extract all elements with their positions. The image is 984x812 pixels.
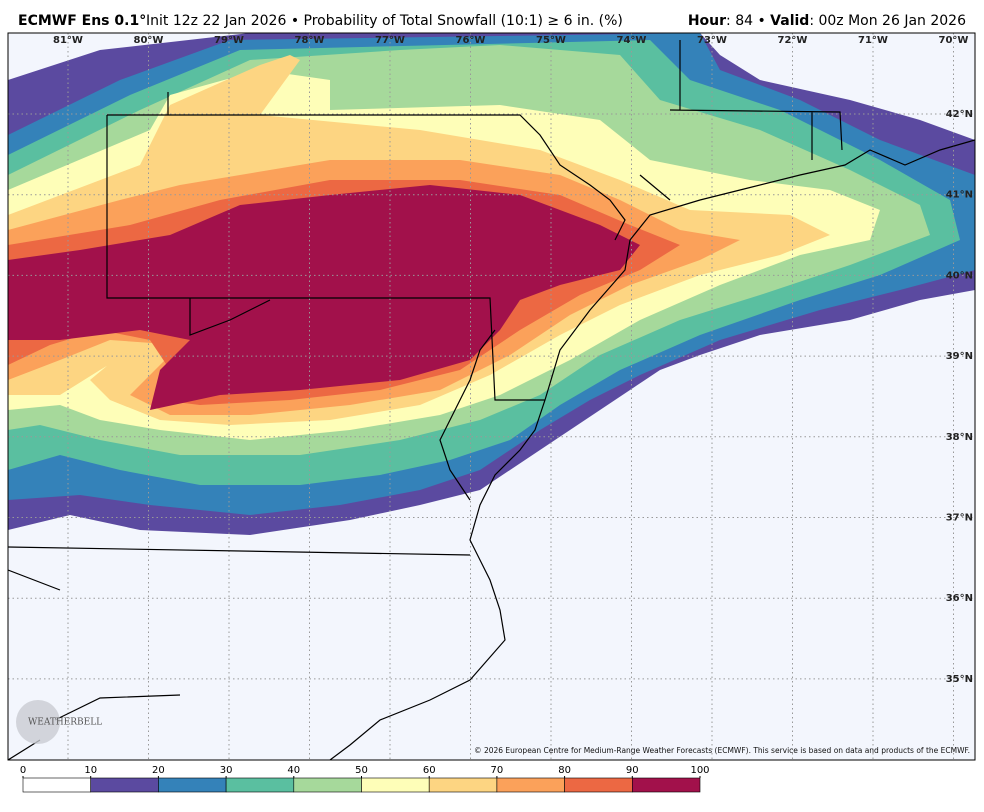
color-bin (158, 777, 227, 793)
color-bin (428, 777, 498, 793)
chesapeake (439, 329, 496, 501)
longitude-label: 73°W (697, 35, 727, 46)
copyright: © 2026 European Centre for Medium-Range … (474, 746, 970, 755)
longitude-labels: 81°W 80°W 79°W 78°W 77°W 76°W 75°W 74°W 73°W 72°W… (53, 35, 968, 46)
borders (8, 40, 975, 760)
longitude-label: 79°W (214, 35, 244, 46)
map-frame (7, 32, 976, 761)
state-borders (8, 40, 843, 760)
colorbar-label: 80 (558, 765, 571, 776)
color-bin (496, 777, 565, 793)
colorbar-label: 10 (84, 765, 97, 776)
latitude-label: 37°N (946, 513, 973, 524)
longitude-label: 70°W (939, 35, 969, 46)
color-bin (22, 777, 91, 793)
valid-value: : 00z Mon 26 Jan 2026 (809, 13, 966, 29)
latitude-label: 42°N (946, 109, 973, 120)
colorbar-label: 0 (20, 765, 26, 776)
model-name: ECMWF Ens 0.1° (18, 13, 146, 29)
snow-bands (8, 33, 975, 535)
longitude-label: 81°W (53, 35, 83, 46)
colorbar-label: 70 (491, 765, 504, 776)
color-bin (631, 777, 701, 793)
graticule (8, 33, 975, 760)
longitude-label: 71°W (858, 35, 888, 46)
longitude-label: 77°W (375, 35, 405, 46)
colorbar-label: 100 (690, 765, 709, 776)
color-bin (90, 777, 159, 793)
latitude-label: 35°N (946, 674, 973, 685)
longitude-label: 80°W (134, 35, 164, 46)
color-bin (361, 777, 430, 793)
latitude-labels: 42°N 41°N 40°N 39°N 38°N 37°N 36°N 35°N (946, 109, 973, 685)
longitude-label: 75°W (536, 35, 566, 46)
colorbar-label: 30 (220, 765, 233, 776)
valid-info: Hour: 84 • Valid: 00z Mon 26 Jan 2026 (688, 13, 966, 29)
longitude-label: 76°W (456, 35, 486, 46)
hour-value: : 84 • (726, 13, 770, 29)
latitude-label: 40°N (946, 270, 973, 281)
color-bin (564, 777, 633, 793)
colorbar-label: 60 (423, 765, 436, 776)
logo: WEATHERBELL (16, 700, 102, 744)
color-bin (225, 777, 295, 793)
logo-globe (16, 700, 60, 744)
latitude-label: 39°N (946, 351, 973, 362)
colorbar-label: 20 (152, 765, 165, 776)
longitude-label: 78°W (295, 35, 325, 46)
color-bin (293, 777, 362, 793)
colorbar-label: 50 (355, 765, 368, 776)
description: Init 12z 22 Jan 2026 • Probability of To… (146, 13, 623, 29)
longitude-label: 72°W (778, 35, 808, 46)
valid-label: Valid (770, 13, 809, 29)
longitude-label: 74°W (617, 35, 647, 46)
latitude-label: 41°N (946, 190, 973, 201)
latitude-label: 36°N (946, 593, 973, 604)
colorbar-label: 90 (626, 765, 639, 776)
coastline (329, 139, 975, 760)
map: WEATHERBELL © 2026 European Centre for M… (8, 33, 975, 760)
colorbar-label: 40 (287, 765, 300, 776)
colorbar: 0 10 20 30 40 50 60 70 80 90 100 (20, 765, 710, 793)
hour-label: Hour (688, 13, 726, 29)
logo-text: WEATHERBELL (28, 718, 102, 728)
latitude-label: 38°N (946, 432, 973, 443)
